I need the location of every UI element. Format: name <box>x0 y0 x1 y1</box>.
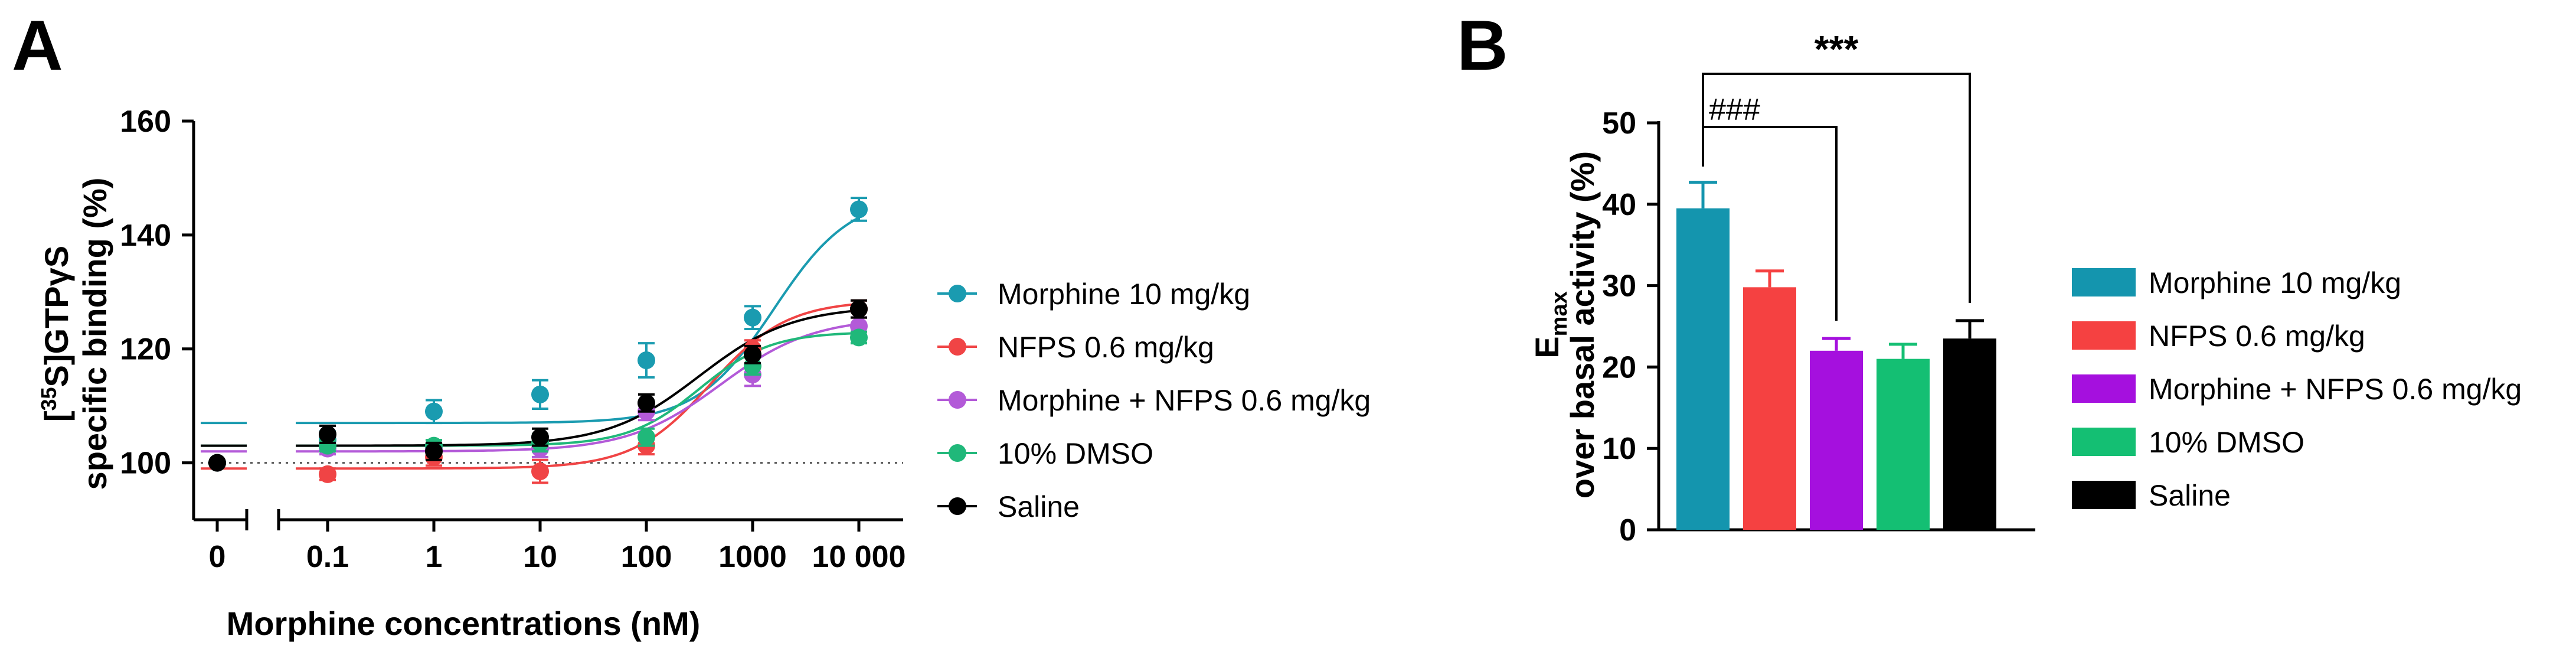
panel-a-legend-label: Morphine + NFPS 0.6 mg/kg <box>998 384 1371 417</box>
panel-b-legend-label: NFPS 0.6 mg/kg <box>2149 320 2365 353</box>
panel-a-data-point <box>531 428 549 447</box>
panel-b-y-tick-label: 50 <box>1602 106 1636 141</box>
panel-a-legend-label: Saline <box>998 490 1080 523</box>
panel-a-y-axis-label-line2: specific binding (%) <box>76 178 113 490</box>
panel-a-data-point <box>638 428 655 447</box>
panel-b-y-tick-label: 10 <box>1602 432 1636 466</box>
panel-a-letter: A <box>12 6 63 85</box>
panel-a-legend-marker <box>949 338 966 356</box>
panel-b-legend-swatch <box>2072 481 2136 509</box>
panel-a-data-point <box>744 308 761 327</box>
panel-a-fit-curve <box>296 322 859 453</box>
panel-a-legend-label: NFPS 0.6 mg/kg <box>998 331 1214 364</box>
panel-b: B Emax over basal activity (%) 0 10 20 30 40… <box>1457 6 2522 548</box>
panel-a-x-tick-label: 10 000 <box>812 540 905 574</box>
panel-b-legend-label: Saline <box>2149 479 2231 512</box>
panel-a-data-point <box>531 385 549 403</box>
panel-b-y-tick-label: 30 <box>1602 269 1636 304</box>
panel-a-legend-marker <box>949 391 966 409</box>
panel-a-legend-label: 10% DMSO <box>998 437 1153 470</box>
panel-a-data-point <box>319 465 336 483</box>
panel-b-significance-bracket <box>1702 73 1971 303</box>
panel-b-significance-label: *** <box>1815 28 1859 70</box>
panel-a-data-point <box>319 425 336 444</box>
panel-a-data-point <box>425 442 443 461</box>
panel-b-letter: B <box>1457 6 1508 85</box>
panel-b-y-axis-label-line2: over basal activity (%) <box>1564 151 1601 498</box>
panel-b-y-tick-label: 40 <box>1602 188 1636 222</box>
panel-b-legend-label: Morphine + NFPS 0.6 mg/kg <box>2149 373 2522 406</box>
panel-b-bar <box>1943 338 1996 530</box>
panel-a-data-point <box>638 351 655 369</box>
panel-b-bar <box>1810 350 1863 530</box>
panel-a-x-tick-label: 0.1 <box>306 540 349 574</box>
panel-b-legend-label: 10% DMSO <box>2149 426 2304 459</box>
panel-b-legend-swatch <box>2072 268 2136 296</box>
panel-a-data-point <box>744 346 761 364</box>
panel-b-significance-label: ### <box>1709 93 1760 127</box>
panel-a-fit-curve <box>296 216 859 425</box>
panel-a-fit-curve <box>296 309 859 447</box>
panel-b-legend-label: Morphine 10 mg/kg <box>2149 266 2401 299</box>
panel-a-x-tick-label: 1 <box>426 540 443 574</box>
panel-a: A Morphine concentrations (nM) [35S]GTPγ… <box>12 6 1371 642</box>
panel-a-y-tick-label: 100 <box>120 447 171 481</box>
panel-a-x-tick-label: 0 <box>209 540 226 574</box>
panel-a-y-axis-label-line1: [35S]GTPγS <box>37 246 75 422</box>
panel-a-y-tick-label: 120 <box>120 333 171 367</box>
panel-a-legend-marker <box>949 285 966 302</box>
panel-a-y-tick-label: 160 <box>120 105 171 139</box>
panel-a-legend-label: Morphine 10 mg/kg <box>998 278 1250 311</box>
panel-a-x-tick-label: 100 <box>621 540 672 574</box>
panel-b-y-tick-label: 0 <box>1619 513 1636 548</box>
panel-a-legend-marker <box>949 444 966 462</box>
panel-b-legend-swatch <box>2072 374 2136 403</box>
panel-a-data-point <box>531 462 549 481</box>
panel-a-legend-marker <box>949 497 966 515</box>
panel-b-legend-swatch <box>2072 321 2136 350</box>
panel-a-data-point <box>638 394 655 412</box>
panel-b-legend-swatch <box>2072 428 2136 456</box>
panel-a-x-axis-label: Morphine concentrations (nM) <box>227 605 701 642</box>
panel-a-data-point <box>850 200 868 219</box>
panel-a-data-point <box>425 402 443 421</box>
panel-a-y-tick-label: 140 <box>120 219 171 253</box>
panel-a-data-point <box>850 328 868 347</box>
panel-b-y-axis-label-line1: Emax <box>1528 291 1572 358</box>
panel-b-bar <box>1743 287 1796 530</box>
panel-b-bar <box>1676 208 1730 530</box>
panel-a-x-tick-label: 1000 <box>718 540 787 574</box>
panel-a-data-point <box>850 300 868 318</box>
panel-a-data-point <box>208 454 226 472</box>
panel-b-bar <box>1877 359 1930 530</box>
panel-b-y-tick-label: 20 <box>1602 350 1636 384</box>
panel-a-x-tick-label: 10 <box>523 540 557 574</box>
